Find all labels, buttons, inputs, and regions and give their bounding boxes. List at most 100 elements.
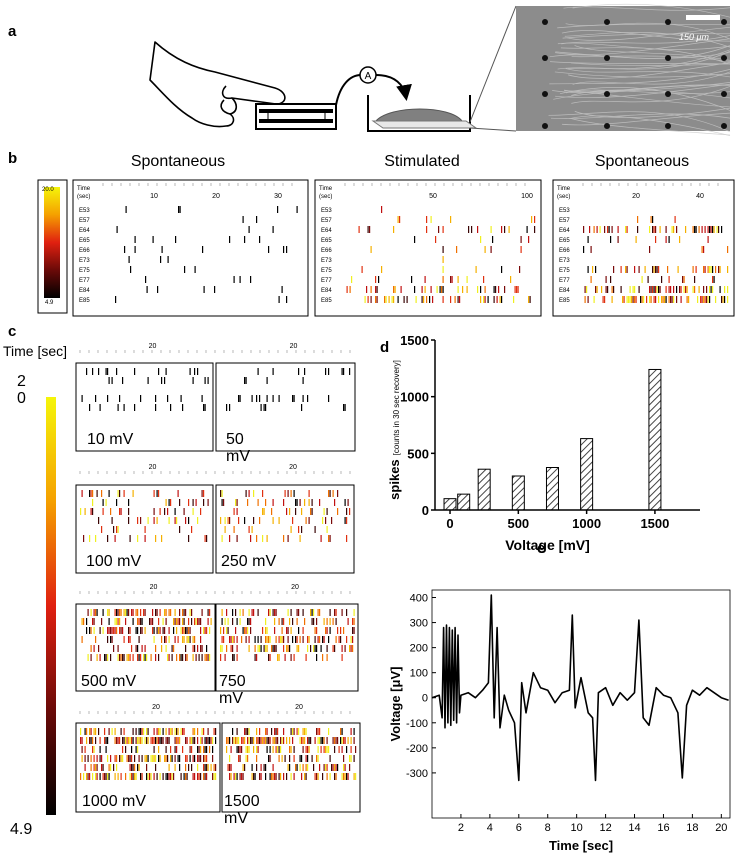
spike xyxy=(646,296,648,303)
spike xyxy=(634,266,636,273)
spike xyxy=(117,773,119,780)
spike xyxy=(253,490,255,497)
spike xyxy=(129,737,131,744)
spike xyxy=(274,737,276,744)
spike xyxy=(652,286,654,293)
electrode-label: E53 xyxy=(79,208,90,214)
spike xyxy=(316,755,318,762)
spike xyxy=(116,226,118,233)
spike xyxy=(260,645,262,652)
spike xyxy=(138,737,140,744)
spike xyxy=(457,286,459,293)
spike xyxy=(180,728,182,735)
spike xyxy=(177,737,179,744)
spike xyxy=(704,266,706,273)
electrode-label: E85 xyxy=(79,298,90,304)
electrode xyxy=(721,55,727,61)
spike xyxy=(86,627,88,634)
spike xyxy=(698,286,700,293)
spike xyxy=(242,737,244,744)
spike xyxy=(296,206,298,213)
spike xyxy=(263,508,265,515)
spike xyxy=(604,296,606,303)
fiber xyxy=(555,38,731,56)
spike xyxy=(281,737,283,744)
spike xyxy=(622,296,624,303)
spike xyxy=(162,627,164,634)
spike xyxy=(335,764,337,771)
spike xyxy=(90,490,92,497)
spike xyxy=(132,654,134,661)
spike xyxy=(123,636,125,643)
spike xyxy=(259,236,261,243)
spike xyxy=(299,764,301,771)
spike xyxy=(406,296,408,303)
spike xyxy=(295,764,297,771)
spike xyxy=(226,746,228,753)
spike xyxy=(158,654,160,661)
spike xyxy=(281,636,283,643)
spike xyxy=(84,755,86,762)
spike xyxy=(242,773,244,780)
spike xyxy=(90,737,92,744)
spike xyxy=(200,508,202,515)
spike xyxy=(186,627,188,634)
spike xyxy=(132,764,134,771)
spike xyxy=(192,654,194,661)
spike xyxy=(262,627,264,634)
electrode xyxy=(604,19,610,25)
spike xyxy=(727,246,729,253)
spike xyxy=(346,773,348,780)
spike xyxy=(341,737,343,744)
spike xyxy=(260,404,262,411)
spike xyxy=(248,728,250,735)
x-tick-label: 20 xyxy=(295,704,303,711)
spike xyxy=(677,266,679,273)
spike xyxy=(128,636,130,643)
spike xyxy=(656,266,658,273)
spike xyxy=(125,206,127,213)
spike xyxy=(93,609,95,616)
spike xyxy=(147,517,149,524)
spike xyxy=(221,609,223,616)
spike xyxy=(480,236,482,243)
spike xyxy=(99,654,101,661)
spike xyxy=(310,645,312,652)
time-label: Time xyxy=(319,186,333,192)
spike xyxy=(236,654,238,661)
spike xyxy=(329,490,331,497)
spike xyxy=(430,216,432,223)
spike xyxy=(230,636,232,643)
spike xyxy=(287,645,289,652)
spike xyxy=(307,755,309,762)
spike xyxy=(210,764,212,771)
spike xyxy=(236,773,238,780)
spike xyxy=(534,216,536,223)
spike xyxy=(610,276,612,283)
spike xyxy=(105,654,107,661)
spike xyxy=(638,266,640,273)
spike xyxy=(301,508,303,515)
spike xyxy=(132,728,134,735)
spike xyxy=(102,609,104,616)
spike xyxy=(326,645,328,652)
spike xyxy=(269,654,271,661)
spike xyxy=(90,728,92,735)
spike xyxy=(174,737,176,744)
spike xyxy=(131,737,133,744)
x-tick-label: 100 xyxy=(521,193,533,200)
spike xyxy=(668,236,670,243)
spike xyxy=(290,627,292,634)
spike xyxy=(239,276,241,283)
spike xyxy=(256,728,258,735)
x-tick-label: 40 xyxy=(696,193,704,200)
fiber xyxy=(557,42,731,50)
spike xyxy=(302,737,304,744)
spike xyxy=(649,246,651,253)
spike xyxy=(256,764,258,771)
spike xyxy=(290,773,292,780)
spike xyxy=(490,246,492,253)
spike xyxy=(149,618,151,625)
spike xyxy=(197,755,199,762)
spike xyxy=(268,755,270,762)
